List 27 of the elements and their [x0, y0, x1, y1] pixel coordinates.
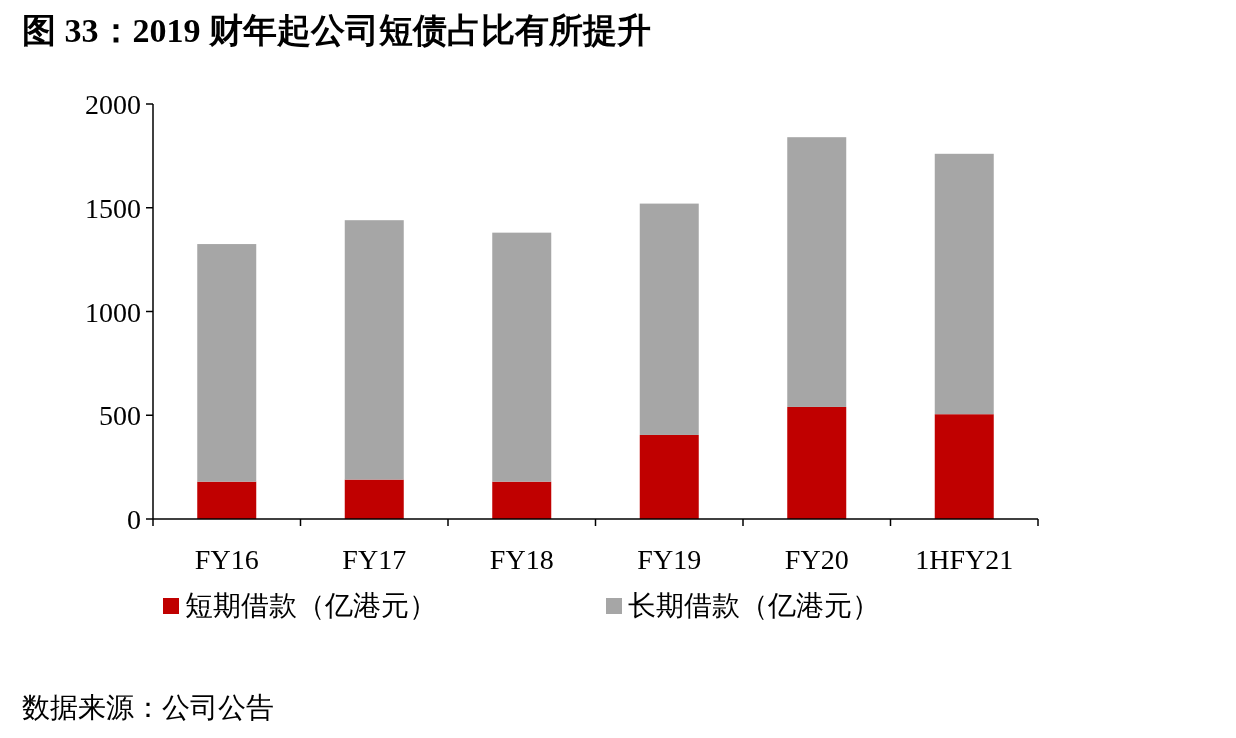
bar [639, 203, 699, 435]
bar [787, 137, 847, 407]
y-tick-label: 500 [99, 400, 141, 432]
legend-label: 短期借款（亿港元） [185, 590, 437, 621]
x-tick-label: 1HFY21 [915, 544, 1014, 575]
bar [787, 406, 847, 519]
legend-label: 长期借款（亿港元） [628, 590, 880, 621]
y-tick-label: 2000 [85, 89, 141, 120]
bar [934, 414, 994, 519]
y-tick-label: 1000 [85, 296, 141, 328]
source-note: 数据来源：公司公告 [22, 692, 274, 723]
x-tick-label: FY19 [637, 544, 702, 575]
x-tick-label: FY17 [342, 544, 407, 575]
bar [344, 220, 404, 480]
chart-title: 图 33：2019 财年起公司短债占比有所提升 [22, 12, 651, 49]
x-tick-label: FY20 [784, 544, 849, 575]
y-tick-label: 0 [127, 504, 141, 535]
y-tick-label: 1500 [85, 192, 141, 224]
bar [492, 481, 552, 519]
bar [197, 481, 257, 519]
bar [344, 479, 404, 519]
bar [639, 434, 699, 519]
bar [492, 232, 552, 482]
x-tick-label: FY16 [194, 544, 259, 575]
bar [197, 244, 257, 482]
x-tick-label: FY18 [489, 544, 554, 575]
bar [934, 153, 994, 415]
